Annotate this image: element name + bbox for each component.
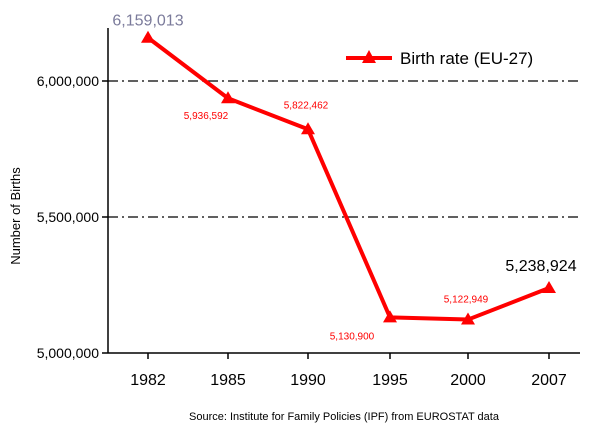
source-note: Source: Institute for Family Policies (I… <box>189 411 500 423</box>
legend: Birth rate (EU-27) <box>346 49 533 68</box>
x-tick-label: 2007 <box>531 372 567 389</box>
data-point <box>301 122 315 135</box>
data-labels: 6,159,013 5,936,592 5,822,462 5,130,900 5,12… <box>112 13 576 343</box>
axes <box>107 28 580 354</box>
data-label: 6,159,013 <box>112 13 183 30</box>
data-label: 5,122,949 <box>444 295 489 306</box>
x-tick-label: 1995 <box>372 372 408 389</box>
data-label: 5,936,592 <box>184 111 229 122</box>
data-point <box>542 281 556 294</box>
series-birth-rate <box>146 36 550 322</box>
data-label: 5,130,900 <box>330 331 375 342</box>
x-tick-label: 1990 <box>290 372 326 389</box>
data-point <box>141 30 155 43</box>
y-tick-label: 5,000,000 <box>37 345 99 361</box>
y-axis-label: Number of Births <box>8 167 23 265</box>
x-tick-label: 1985 <box>210 372 246 389</box>
series-line <box>146 36 550 322</box>
y-tick-label: 6,000,000 <box>37 73 99 89</box>
data-point <box>461 312 475 325</box>
x-tick-label: 1982 <box>130 372 166 389</box>
data-points <box>141 30 556 325</box>
data-point <box>221 91 235 104</box>
y-tick-label: 5,500,000 <box>37 209 99 225</box>
x-tick-label: 2000 <box>450 372 486 389</box>
data-label: 5,238,924 <box>505 258 576 275</box>
data-label: 5,822,462 <box>284 100 329 111</box>
data-point <box>383 310 397 323</box>
legend-label: Birth rate (EU-27) <box>400 49 533 68</box>
gridlines <box>108 80 580 218</box>
y-axis-ticks: 5,000,000 5,500,000 6,000,000 <box>37 73 108 361</box>
x-axis-ticks: 1982 1985 1990 1995 2000 2007 <box>130 353 567 389</box>
legend-marker <box>362 50 376 63</box>
